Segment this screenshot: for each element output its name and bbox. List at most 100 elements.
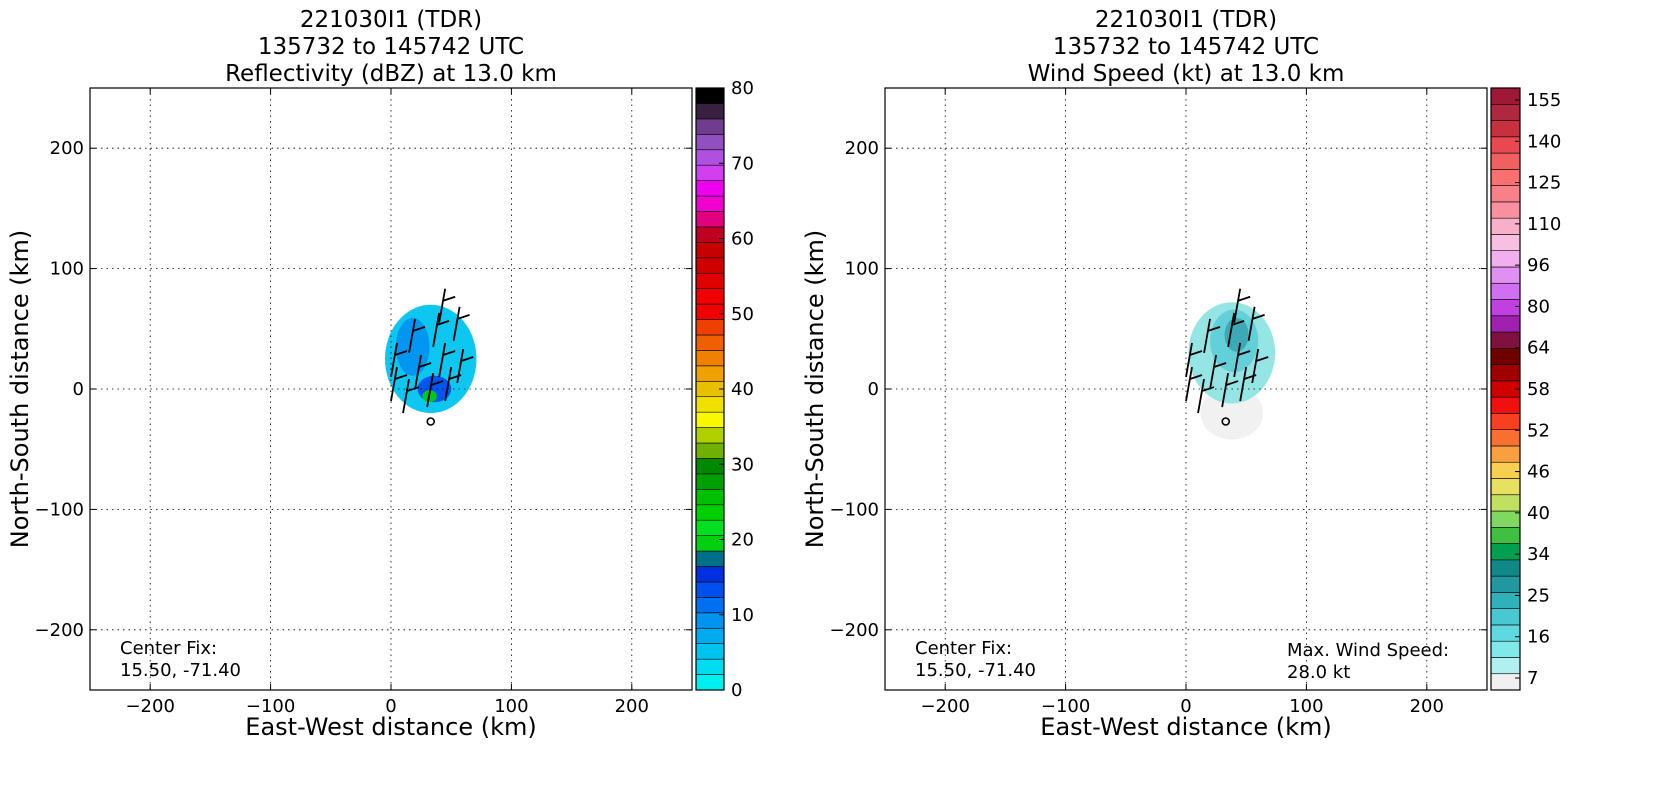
colorbar-segment-23: [1490, 299, 1521, 317]
colorbar-tick-label: 10: [731, 605, 754, 626]
max-wind-annotation: Max. Wind Speed:: [1287, 640, 1449, 661]
x-tick-label: −200: [125, 696, 174, 717]
colorbar-tick-label: 80: [731, 78, 754, 99]
colorbar-segment-6: [695, 581, 725, 598]
wind-barbs: [1185, 288, 1269, 414]
y-tick-label: 0: [868, 379, 879, 400]
colorbar-segment-15: [695, 442, 725, 459]
wind-barb-2: [432, 312, 450, 348]
wind-barb-0: [1185, 342, 1203, 378]
center-fix-annotation: 15.50, -71.40: [915, 660, 1036, 681]
center-fix-annotation: Center Fix:: [915, 638, 1012, 659]
center-fix-annotation: 15.50, -71.40: [120, 660, 241, 681]
wind-barb-5: [414, 354, 432, 390]
chart-title-line: 221030I1 (TDR): [1095, 7, 1277, 33]
x-tick-label: 200: [1410, 696, 1444, 717]
wind-barb-11: [438, 288, 456, 323]
wind-speed-panel: −200 −100 0 100 200 −200 −100 0 100 200 East-West …: [801, 7, 1561, 741]
grid: [885, 88, 1487, 690]
x-tick-label: 100: [1289, 696, 1323, 717]
wind-barb-6: [1233, 342, 1251, 378]
wind-barb-0: [390, 342, 408, 378]
colorbar-segment-16: [1490, 413, 1521, 430]
colorbar-segment-19: [1490, 364, 1521, 382]
x-tick-label: −100: [246, 696, 295, 717]
wind-barb-5: [1209, 354, 1227, 390]
wind-barb-9: [426, 372, 444, 408]
colorbar-segment-3: [1490, 624, 1521, 642]
wind-barb-1: [1203, 318, 1221, 354]
x-axis-label: East-West distance (km): [1040, 713, 1331, 741]
colorbar-segment-17: [695, 411, 725, 428]
colorbar-segment-37: [695, 103, 725, 120]
colorbar-segment-14: [1490, 445, 1521, 463]
y-tick-label: 200: [50, 138, 84, 159]
wind-barb-4: [390, 366, 408, 402]
colorbar-segment-33: [1490, 136, 1521, 154]
wind-barb-7: [456, 348, 474, 384]
colorbar-segment-38: [695, 87, 725, 104]
x-tick-label: −200: [920, 696, 969, 717]
colorbar-segment-15: [1490, 429, 1521, 447]
y-tick-label: 100: [845, 259, 879, 280]
wind-barb-4: [1185, 366, 1203, 402]
colorbar-segment-4: [1490, 608, 1521, 626]
colorbar-tick-label: 7: [1527, 668, 1538, 689]
colorbar-tick-label: 50: [731, 304, 754, 325]
colorbar-tick-label: 46: [1527, 462, 1550, 483]
colorbar-segment-13: [695, 473, 725, 490]
colorbar-segment-36: [695, 118, 725, 135]
colorbar-tick-label: 34: [1527, 544, 1550, 565]
x-tick-label: 0: [385, 696, 396, 717]
colorbar-segment-28: [695, 242, 725, 259]
grid: [90, 88, 692, 690]
colorbar-segment-6: [1490, 575, 1521, 593]
wind-barb-7: [1251, 348, 1269, 384]
max-wind-annotation: 28.0 kt: [1287, 662, 1350, 683]
colorbar-tick-label: 40: [731, 379, 754, 400]
colorbar-segment-28: [1490, 217, 1521, 235]
colorbar-tick-label: 140: [1527, 131, 1561, 152]
colorbar-tick-label: 52: [1527, 420, 1550, 441]
colorbar: 0 10 20 30 40 50 60 70 80: [695, 78, 754, 701]
colorbar-segment-10: [695, 519, 725, 536]
colorbar-segment-32: [1490, 152, 1521, 170]
colorbar-segment-1: [1490, 657, 1521, 675]
colorbar-segment-2: [695, 643, 725, 660]
colorbar-tick-label: 16: [1527, 627, 1550, 648]
colorbar-segment-26: [695, 272, 725, 289]
colorbar-tick-label: 64: [1527, 338, 1550, 359]
colorbar-segment-36: [1490, 87, 1521, 105]
y-tick-label: −200: [830, 620, 879, 641]
data-field: [384, 304, 477, 414]
colorbar-segment-30: [695, 211, 725, 228]
wind-barb-10: [1239, 366, 1257, 402]
colorbar-segment-5: [695, 597, 725, 614]
reflectivity-panel: −200 −100 0 100 200−200−1000100200East-West …: [6, 7, 754, 741]
colorbar-segment-35: [1490, 103, 1521, 121]
wind-barb-10: [444, 366, 462, 402]
field-region-1: [395, 317, 430, 376]
colorbar-segment-32: [695, 180, 725, 197]
colorbar-segment-2: [1490, 640, 1521, 658]
wind-barb-3: [452, 306, 470, 341]
colorbar-segment-26: [1490, 250, 1521, 268]
colorbar-segment-22: [1490, 315, 1521, 333]
chart-title-line: Reflectivity (dBZ) at 13.0 km: [225, 61, 557, 87]
colorbar-segment-25: [1490, 266, 1521, 284]
colorbar-tick-label: 60: [731, 229, 754, 250]
colorbar-segment-11: [1490, 494, 1521, 512]
center-fix-marker: [1221, 417, 1231, 426]
chart-title-line: Wind Speed (kt) at 13.0 km: [1028, 61, 1345, 87]
colorbar-segment-8: [695, 550, 725, 567]
colorbar-segment-0: [695, 674, 725, 691]
wind-barb-9: [1221, 372, 1239, 408]
colorbar-segment-20: [695, 365, 725, 382]
colorbar-segment-1: [695, 658, 725, 675]
colorbar-segment-31: [695, 195, 725, 212]
colorbar-tick-label: 155: [1527, 90, 1561, 111]
wind-barb-6: [438, 342, 456, 378]
colorbar-segment-25: [695, 288, 725, 305]
colorbar-segment-34: [1490, 120, 1521, 138]
wind-barb-8: [402, 378, 420, 414]
